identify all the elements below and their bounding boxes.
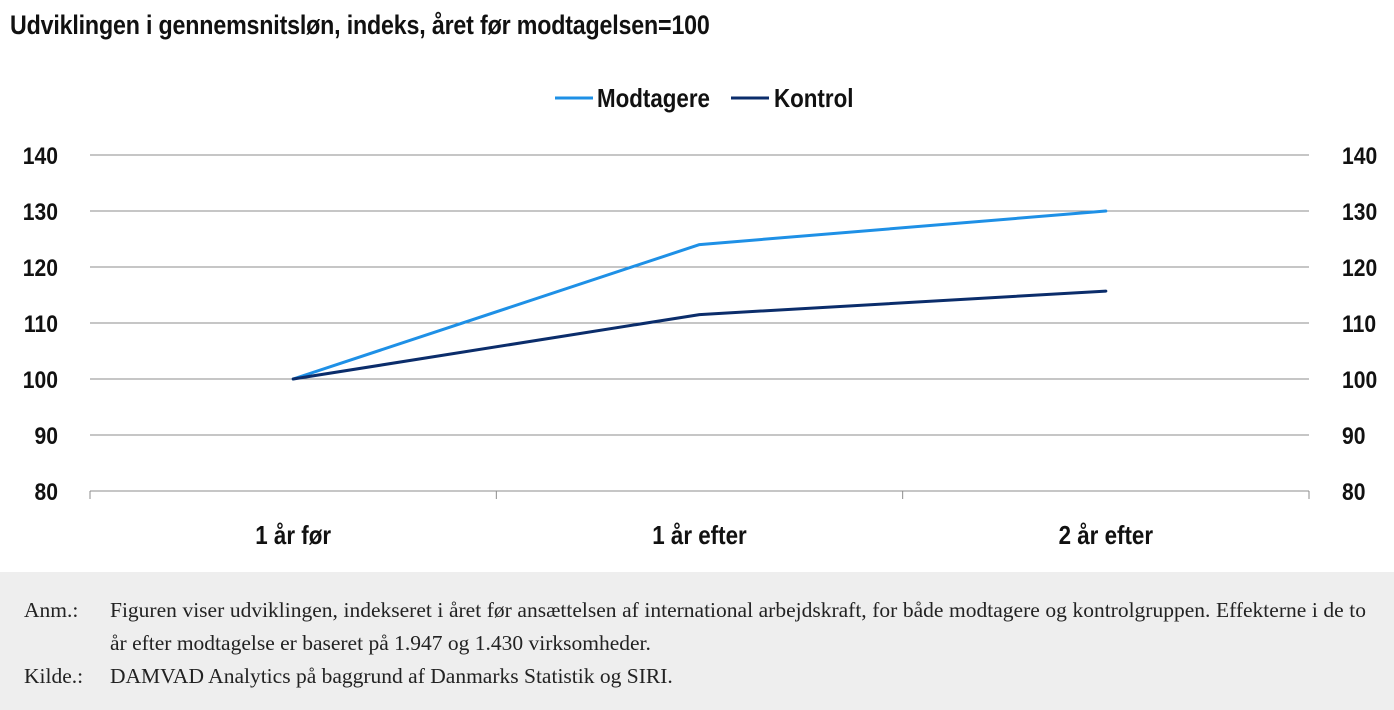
y-tick-label-left: 130	[23, 199, 58, 226]
note-annotation-text: Figuren viser udviklingen, indekseret i …	[110, 598, 1366, 655]
left-y-axis-ticks: 80 90 100 110 120 130 140	[23, 143, 58, 506]
note-source-key: Kilde.:	[24, 664, 84, 688]
y-tick-label-left: 80	[35, 479, 58, 506]
y-tick-label-right: 80	[1342, 479, 1365, 506]
series-lines	[291, 209, 1108, 381]
legend-label: Modtagere	[597, 84, 710, 113]
note-source-text: DAMVAD Analytics på baggrund af Danmarks…	[110, 664, 673, 688]
chart-title: Udviklingen i gennemsnitsløn, indeks, år…	[10, 10, 710, 40]
right-y-axis-ticks: 80 90 100 110 120 130 140	[1342, 143, 1377, 506]
series-line-modtagere	[291, 209, 1108, 381]
y-tick-label-right: 100	[1342, 367, 1377, 394]
series-line-kontrol	[291, 289, 1108, 381]
y-tick-label-left: 140	[23, 143, 58, 170]
gridlines	[90, 154, 1309, 436]
legend-item-modtagere: Modtagere	[555, 84, 710, 113]
legend-label: Kontrol	[774, 84, 853, 113]
y-tick-label-left: 100	[23, 367, 58, 394]
legend-item-kontrol: Kontrol	[731, 84, 853, 113]
y-tick-label-right: 130	[1342, 199, 1377, 226]
y-tick-label-left: 110	[24, 311, 58, 338]
x-axis: 1 år før 1 år efter 2 år efter	[89, 490, 1310, 550]
legend: Modtagere Kontrol	[555, 84, 853, 113]
y-tick-label-right: 140	[1342, 143, 1377, 170]
y-tick-label-right: 110	[1342, 311, 1376, 338]
y-tick-label-left: 120	[23, 255, 58, 282]
x-category-label: 1 år efter	[652, 521, 747, 550]
note-annotation-key: Anm.:	[24, 598, 79, 622]
x-category-label: 2 år efter	[1059, 521, 1154, 550]
y-tick-label-right: 90	[1342, 423, 1365, 450]
notes-panel: Anm.: Figuren viser udviklingen, indekse…	[0, 572, 1394, 710]
x-category-label: 1 år før	[255, 521, 331, 550]
y-tick-label-right: 120	[1342, 255, 1377, 282]
y-tick-label-left: 90	[35, 423, 58, 450]
